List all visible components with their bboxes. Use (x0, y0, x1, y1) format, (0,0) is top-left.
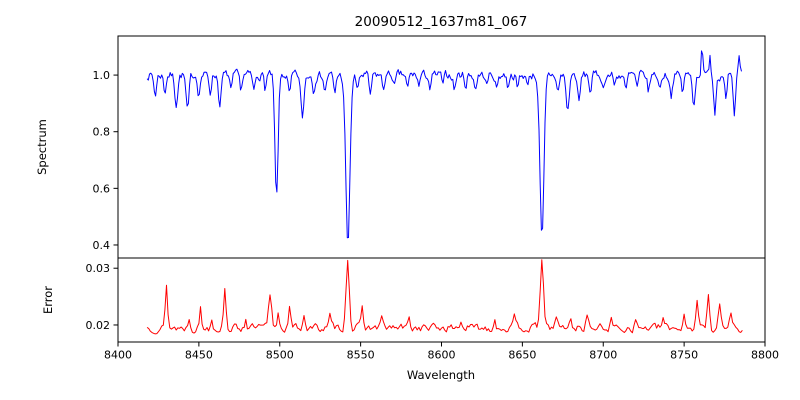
error-line (146, 259, 743, 335)
error-y-axis-label: Error (41, 286, 55, 314)
x-tick-label: 8450 (185, 349, 213, 362)
x-tick-label: 8800 (751, 349, 779, 362)
x-tick-label: 8750 (670, 349, 698, 362)
y-tick-label: 0.6 (93, 182, 111, 195)
x-tick-label: 8500 (266, 349, 294, 362)
error-panel-spine (117, 257, 766, 343)
x-tick-label: 8700 (589, 349, 617, 362)
y-tick-label: 0.02 (86, 319, 111, 332)
x-tick-label: 8550 (347, 349, 375, 362)
chart-title: 20090512_1637m81_067 (355, 14, 528, 30)
x-tick-label: 8400 (104, 349, 132, 362)
spectrum-panel-spine (117, 35, 766, 259)
x-tick-label: 8650 (508, 349, 536, 362)
y-tick-label: 0.8 (93, 126, 111, 139)
y-tick-label: 0.03 (86, 262, 111, 275)
plot-layer: 0.4 0.6 0.8 1.0 0.02 0.03 8400 8450 8500 8550 8600… (86, 35, 779, 362)
spectrum-y-axis-label: Spectrum (35, 119, 49, 175)
spectrum-line (146, 50, 742, 239)
x-axis-label: Wavelength (407, 368, 475, 382)
y-tick-label: 0.4 (93, 239, 111, 252)
x-tick-label: 8600 (428, 349, 456, 362)
y-tick-label: 1.0 (93, 69, 111, 82)
